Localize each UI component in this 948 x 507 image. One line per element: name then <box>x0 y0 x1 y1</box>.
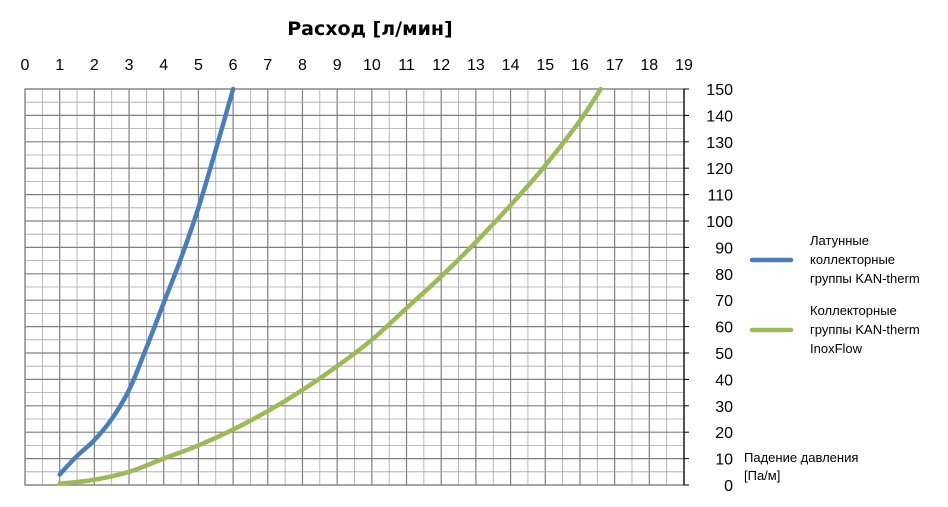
y-tick-label: 120 <box>706 161 733 178</box>
x-tick-label: 8 <box>298 57 307 74</box>
x-tick-label: 14 <box>502 57 520 74</box>
x-tick-label: 10 <box>363 57 381 74</box>
y-tick-label: 110 <box>707 188 733 205</box>
y-tick-label: 100 <box>706 214 733 231</box>
y-tick-label: 150 <box>706 82 733 99</box>
x-tick-label: 7 <box>263 57 272 74</box>
x-tick-label: 17 <box>606 57 624 74</box>
y-tick-label: 0 <box>724 478 733 495</box>
y-tick-labels: 0 10 20 30 40 50 60 70 80 90 100 110 120 130 140 150 <box>684 82 733 495</box>
legend-label-1: Латунные <box>810 233 869 248</box>
legend-label-2: группы KAN-therm <box>810 322 920 337</box>
x-tick-label: 18 <box>640 57 658 74</box>
y-tick-label: 140 <box>706 108 733 125</box>
y-axis-label: Падение давления [Па/м] <box>744 450 858 483</box>
legend-label-2: Коллекторные <box>810 303 897 318</box>
grid <box>24 88 685 486</box>
x-tick-label: 16 <box>571 57 589 74</box>
y-tick-label: 10 <box>715 452 733 469</box>
y-tick-label: 20 <box>715 425 733 442</box>
y-tick-label: 40 <box>715 372 733 389</box>
x-tick-label: 13 <box>467 57 485 74</box>
x-tick-label: 6 <box>229 57 238 74</box>
legend: Латунные коллекторные группы KAN-therm Колл… <box>749 233 920 356</box>
x-tick-label: 1 <box>55 57 64 74</box>
series-line-1 <box>57 86 236 477</box>
x-tick-label: 15 <box>536 57 554 74</box>
y-tick-label: 130 <box>706 135 733 152</box>
y-axis-label-line: Падение давления <box>744 450 858 465</box>
x-tick-label: 4 <box>159 57 168 74</box>
x-tick-label: 9 <box>333 57 342 74</box>
x-tick-label: 5 <box>194 57 203 74</box>
series-lines <box>57 86 604 486</box>
x-tick-labels: 0 1 2 3 4 5 6 7 8 9 10 11 12 13 14 15 16 17 18 19 <box>21 57 693 74</box>
series-line-2 <box>57 86 604 486</box>
x-tick-label: 3 <box>125 57 134 74</box>
legend-label-2: InoxFlow <box>810 341 863 356</box>
y-tick-label: 30 <box>715 399 733 416</box>
x-tick-label: 19 <box>675 57 693 74</box>
y-axis-label-line: [Па/м] <box>744 468 780 483</box>
y-tick-label: 80 <box>715 267 733 284</box>
y-tick-label: 50 <box>715 346 733 363</box>
chart-title: Расход [л/мин] <box>287 18 452 40</box>
x-tick-label: 12 <box>432 57 450 74</box>
y-tick-label: 60 <box>715 320 733 337</box>
y-tick-label: 90 <box>715 240 733 257</box>
legend-label-1: группы KAN-therm <box>810 271 920 286</box>
x-tick-label: 11 <box>398 57 415 74</box>
y-tick-label: 70 <box>715 293 733 310</box>
legend-label-1: коллекторные <box>810 252 895 267</box>
x-tick-label: 0 <box>21 57 30 74</box>
x-tick-label: 2 <box>90 57 99 74</box>
